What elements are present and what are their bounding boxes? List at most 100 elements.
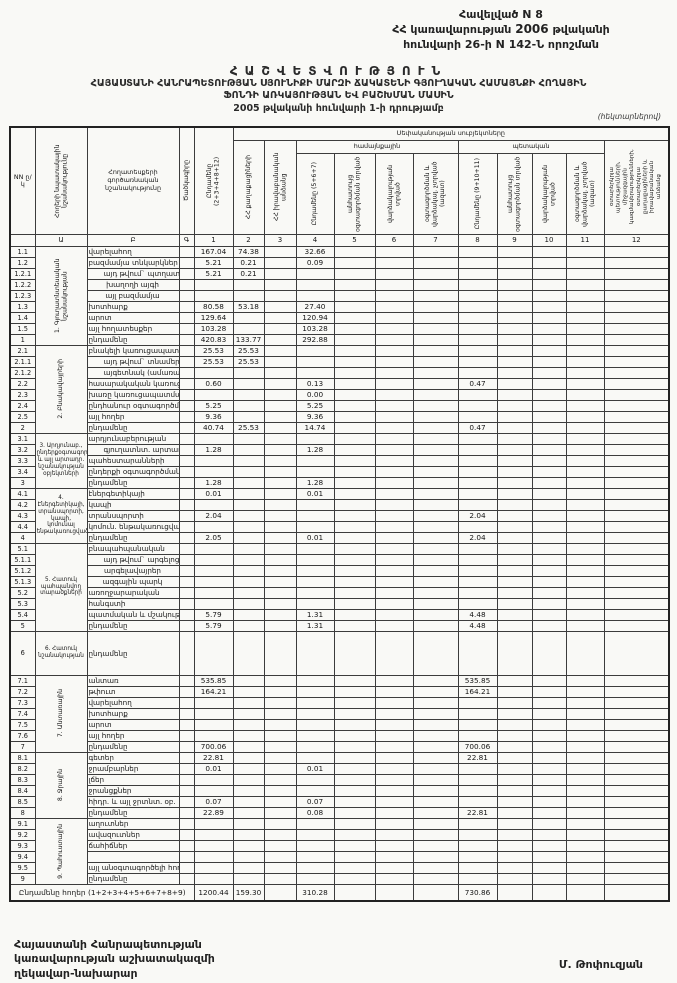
code-cell: [178, 432, 195, 445]
value-cell: [603, 619, 670, 632]
value-cell: [374, 685, 414, 698]
value-cell: [565, 421, 605, 434]
value-cell: [496, 245, 533, 258]
land-type-label: հանգստի: [86, 597, 180, 610]
code-cell: [178, 355, 195, 368]
value-cell: [603, 344, 670, 357]
value-cell: [496, 322, 533, 335]
value-cell: [412, 553, 459, 566]
value-cell: [457, 850, 498, 863]
table-row: 7.5 արոտ: [9, 718, 670, 731]
code-cell: [178, 740, 195, 753]
value-cell: [263, 597, 297, 610]
value-cell: [232, 817, 265, 830]
value-cell: [193, 366, 234, 379]
value-cell: [295, 850, 335, 863]
value-cell: [496, 421, 533, 434]
value-cell: 25.53: [193, 344, 234, 357]
value-cell: [457, 498, 498, 511]
value-cell: 22.81: [193, 751, 234, 764]
value-cell: [232, 377, 265, 390]
value-cell: [603, 256, 670, 269]
value-cell: [603, 740, 670, 753]
value-cell: [412, 465, 459, 478]
value-cell: [295, 344, 335, 357]
land-type-label: ընդամենը: [86, 630, 180, 676]
value-cell: 120.94: [295, 311, 335, 324]
value-cell: [263, 608, 297, 621]
value-cell: [496, 685, 533, 698]
land-type-label: այլ անօգտագործելի հողեր: [86, 861, 180, 874]
value-cell: [412, 674, 459, 687]
land-type-label: տրանսպորտի: [86, 509, 180, 522]
value-cell: [603, 762, 670, 775]
value-cell: [412, 267, 459, 280]
land-type-label: ընդամենը: [86, 872, 180, 885]
value-cell: [263, 256, 297, 269]
value-cell: 5.21: [193, 267, 234, 280]
table-row: 3.13. Արդյունաբ., ընդերքօգտագործման և այ…: [9, 432, 670, 489]
value-cell: [374, 817, 414, 830]
value-cell: [531, 740, 567, 753]
value-cell: 535.85: [457, 674, 498, 687]
value-cell: [603, 795, 670, 808]
value-cell: [374, 850, 414, 863]
header-community-leased: վարձակալության տրված: [374, 152, 414, 235]
value-cell: [232, 542, 265, 555]
value-cell: [333, 410, 376, 423]
value-cell: [457, 432, 498, 445]
value-cell: [531, 245, 567, 258]
value-cell: [457, 773, 498, 786]
value-cell: [263, 289, 297, 302]
value-cell: [374, 861, 414, 874]
value-cell: [333, 707, 376, 720]
table-row: 9.5 այլ անօգտագործելի հողեր: [9, 861, 670, 874]
value-cell: [333, 597, 376, 610]
header-state-total: Ընդամենը (9+10+11): [457, 152, 498, 235]
value-cell: [531, 696, 567, 709]
value-cell: [374, 465, 414, 478]
table-row: 1.2.3 այլ բազմամյա: [9, 289, 670, 302]
row-number: 4.1: [9, 487, 36, 500]
code-cell: [178, 630, 195, 676]
value-cell: [531, 542, 567, 555]
value-cell: [565, 399, 605, 412]
value-cell: [457, 443, 498, 456]
value-cell: [531, 333, 567, 346]
row-number: 7.2: [9, 685, 36, 698]
code-cell: [178, 388, 195, 401]
land-type-label: այգետնակ (ամառանոց): [86, 366, 180, 379]
value-cell: [603, 861, 670, 874]
land-type-label: արդյունաբերության: [86, 432, 180, 445]
value-cell: 27.40: [295, 300, 335, 313]
table-row: 2.2 հասարակական կառուցապատման 0.60 0.13 0.47: [9, 377, 670, 390]
value-cell: [374, 377, 414, 390]
value-cell: [565, 861, 605, 874]
row-number: 4.4: [9, 520, 36, 533]
value-cell: [531, 630, 567, 676]
value-cell: [531, 476, 567, 489]
value-cell: [374, 531, 414, 544]
value-cell: [412, 443, 459, 456]
code-cell: [178, 784, 195, 797]
value-cell: [457, 718, 498, 731]
value-cell: [263, 509, 297, 522]
value-cell: [531, 850, 567, 863]
table-row: 2 ընդամենը 40.74 25.53 14.74 0.47: [9, 421, 670, 434]
value-cell: [496, 740, 533, 753]
value-cell: [333, 531, 376, 544]
value-cell: [565, 740, 605, 753]
value-cell: [531, 597, 567, 610]
value-cell: 74.38: [232, 245, 265, 258]
code-cell: [178, 421, 195, 434]
value-cell: [565, 322, 605, 335]
value-cell: [333, 355, 376, 368]
code-cell: [178, 531, 195, 544]
value-cell: [263, 487, 297, 500]
value-cell: [457, 476, 498, 489]
table-row: 9.3 ճահիճներ: [9, 839, 670, 852]
value-cell: [603, 718, 670, 731]
value-cell: [333, 399, 376, 412]
value-cell: [531, 828, 567, 841]
value-cell: 292.88: [295, 333, 335, 346]
